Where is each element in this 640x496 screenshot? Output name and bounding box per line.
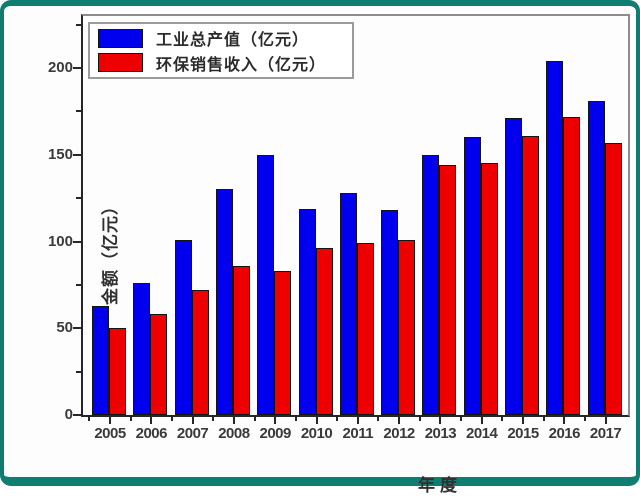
x-major-tick <box>232 417 235 424</box>
legend-swatch-red <box>98 53 143 73</box>
bar-2016-series0 <box>546 61 564 415</box>
x-tick-label-2009: 2009 <box>259 425 292 442</box>
x-tick-label-2016: 2016 <box>548 425 581 442</box>
y-tick-label-150: 150 <box>47 145 73 163</box>
x-major-tick <box>439 417 442 424</box>
x-minor-tick <box>501 417 504 421</box>
bar-2005-series1 <box>109 328 126 415</box>
bar-2009-series0 <box>257 154 275 415</box>
x-major-tick <box>150 417 153 424</box>
bar-2017-series1 <box>604 142 622 415</box>
bar-2015-series1 <box>522 135 539 415</box>
x-tick-label-2008: 2008 <box>218 425 250 442</box>
bar-2008-series0 <box>215 189 233 415</box>
legend-item-industrial-output: 工业总产值（亿元） <box>98 26 344 50</box>
x-tick-label-2014: 2014 <box>466 425 498 442</box>
bar-2013-series0 <box>422 154 440 415</box>
y-major-tick <box>73 153 81 156</box>
legend-label-env-sales: 环保销售收入（亿元） <box>156 56 327 74</box>
bar-2007-series0 <box>174 239 192 415</box>
bar-2014-series0 <box>463 137 481 415</box>
bar-chart: 工业总产值（亿元） 环保销售收入（亿元） 金额（亿元） 年度 0 50 100 150… <box>48 14 630 495</box>
x-major-tick <box>315 417 318 424</box>
x-tick-label-2017: 2017 <box>589 425 622 442</box>
y-minor-tick <box>76 283 81 286</box>
bar-2012-series0 <box>381 210 399 415</box>
bar-2015-series0 <box>505 118 522 415</box>
y-tick-label-200: 200 <box>47 59 73 77</box>
bar-2010-series0 <box>298 208 316 415</box>
x-minor-tick <box>88 417 91 421</box>
x-minor-tick <box>336 417 339 421</box>
y-major-tick <box>73 240 81 243</box>
bar-2006-series1 <box>150 314 168 415</box>
x-tick-label-2015: 2015 <box>507 425 539 442</box>
y-minor-tick <box>76 197 81 200</box>
x-minor-tick <box>212 417 215 421</box>
y-minor-tick <box>76 23 81 26</box>
bar-2017-series0 <box>587 101 605 415</box>
bar-2012-series1 <box>398 239 416 415</box>
bar-2010-series1 <box>315 248 333 415</box>
x-axis-title: 年度 <box>418 476 462 495</box>
y-major-tick <box>73 67 81 70</box>
x-tick-label-2007: 2007 <box>176 425 209 442</box>
bar-2008-series1 <box>232 265 250 415</box>
y-tick-label-0: 0 <box>64 406 73 423</box>
bar-2014-series1 <box>480 163 498 415</box>
x-minor-tick <box>583 417 586 421</box>
x-minor-tick <box>294 417 297 421</box>
x-tick-label-2012: 2012 <box>383 425 415 442</box>
bar-2006-series0 <box>133 283 151 415</box>
bar-2009-series1 <box>274 271 292 415</box>
y-major-tick <box>73 414 81 416</box>
y-tick-label-100: 100 <box>47 232 73 250</box>
x-major-tick <box>563 417 566 424</box>
bar-2007-series1 <box>191 290 209 415</box>
x-major-tick <box>398 417 401 424</box>
x-minor-tick <box>253 417 256 421</box>
x-tick-label-2006: 2006 <box>135 425 168 442</box>
bar-2011-series1 <box>356 243 374 415</box>
y-major-tick <box>73 327 81 330</box>
x-tick-label-2010: 2010 <box>300 425 333 442</box>
x-minor-tick <box>170 417 173 421</box>
y-tick-label-50: 50 <box>56 319 73 337</box>
legend: 工业总产值（亿元） 环保销售收入（亿元） <box>88 22 354 79</box>
x-major-tick <box>356 417 359 424</box>
y-minor-tick <box>76 370 81 373</box>
bar-2005-series0 <box>92 305 109 415</box>
x-minor-tick <box>377 417 380 421</box>
x-major-tick <box>480 417 483 424</box>
legend-item-env-sales: 环保销售收入（亿元） <box>98 51 344 75</box>
legend-swatch-blue <box>98 28 143 48</box>
x-minor-tick <box>542 417 545 421</box>
x-major-tick <box>109 417 111 424</box>
bar-2013-series1 <box>439 165 457 415</box>
x-tick-label-2011: 2011 <box>342 425 374 442</box>
x-tick-label-2005: 2005 <box>94 425 126 442</box>
x-major-tick <box>604 417 607 424</box>
x-minor-tick <box>129 417 132 421</box>
x-major-tick <box>191 417 194 424</box>
y-minor-tick <box>76 110 81 113</box>
x-major-tick <box>522 417 524 424</box>
x-tick-label-2013: 2013 <box>424 425 457 442</box>
x-minor-tick <box>460 417 463 421</box>
x-major-tick <box>274 417 277 424</box>
legend-label-industrial-output: 工业总产值（亿元） <box>156 32 310 50</box>
bar-2011-series0 <box>339 192 357 415</box>
x-minor-tick <box>418 417 421 421</box>
bar-2016-series1 <box>563 116 581 415</box>
plot-area: 工业总产值（亿元） 环保销售收入（亿元） 金额（亿元） 年度 0 50 100 150… <box>48 14 630 495</box>
